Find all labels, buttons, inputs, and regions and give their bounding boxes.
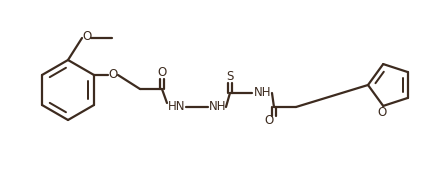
Text: S: S [226, 70, 234, 83]
Text: O: O [82, 31, 92, 44]
Text: O: O [264, 115, 274, 127]
Text: HN: HN [168, 101, 186, 113]
Text: O: O [378, 106, 387, 120]
Text: NH: NH [254, 86, 272, 100]
Text: NH: NH [209, 101, 227, 113]
Text: O: O [157, 66, 166, 79]
Text: O: O [109, 69, 118, 82]
